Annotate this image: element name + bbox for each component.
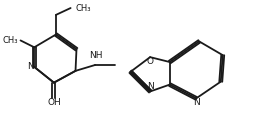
Text: CH₃: CH₃ <box>75 4 91 13</box>
Text: N: N <box>28 62 34 71</box>
Text: NH: NH <box>89 51 103 60</box>
Text: CH₃: CH₃ <box>2 36 18 45</box>
Text: N: N <box>147 82 154 91</box>
Text: O: O <box>147 57 154 66</box>
Text: OH: OH <box>47 98 61 107</box>
Text: N: N <box>193 98 200 107</box>
